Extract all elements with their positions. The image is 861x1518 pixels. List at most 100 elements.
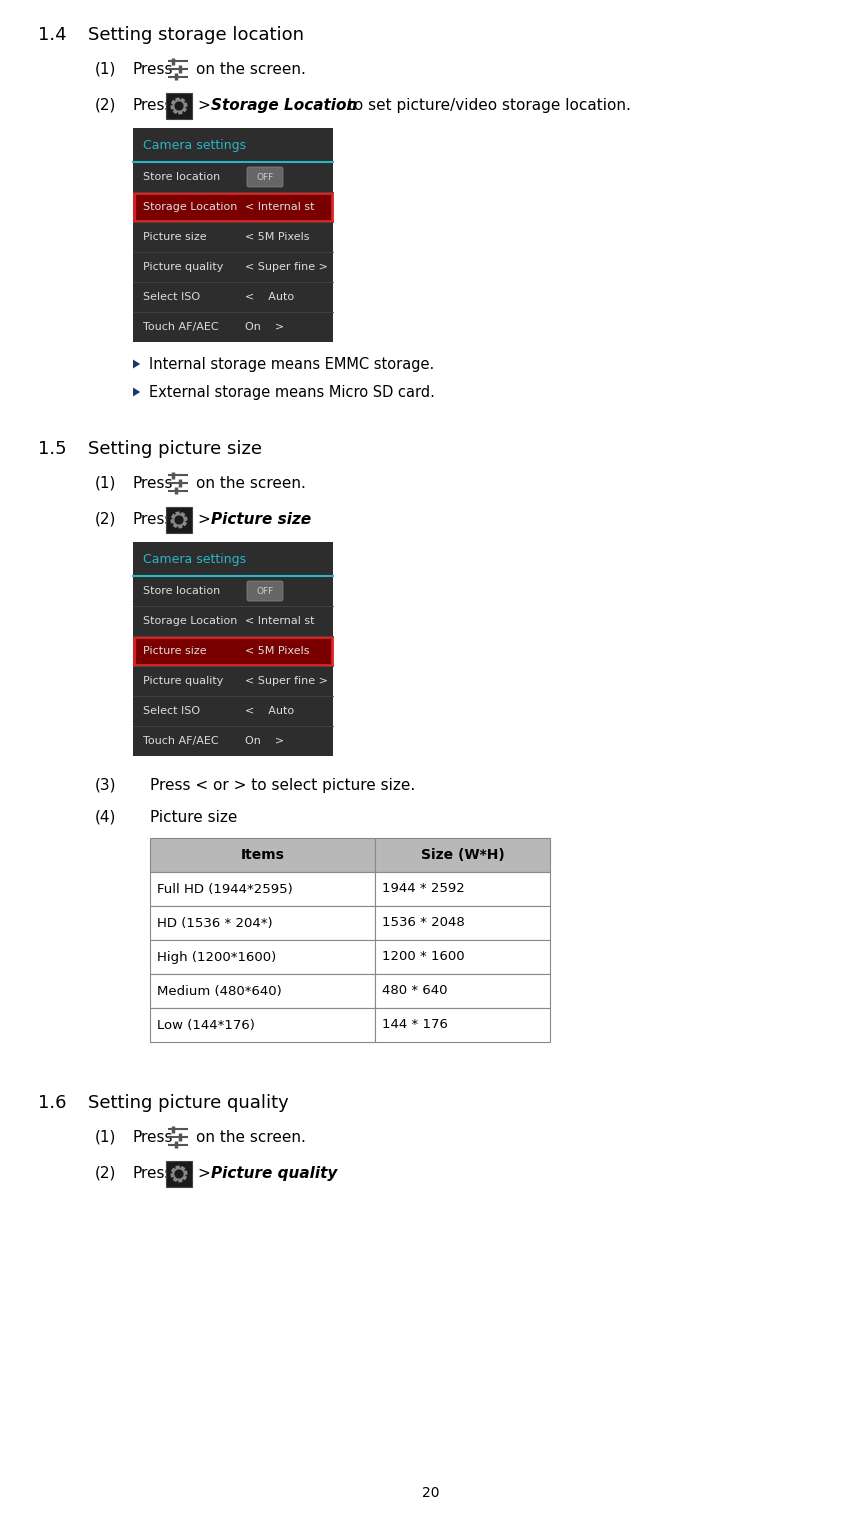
Text: Picture size: Picture size <box>143 647 207 656</box>
Text: (2): (2) <box>95 1166 116 1181</box>
Text: Select ISO: Select ISO <box>143 291 200 302</box>
Text: Items: Items <box>240 849 284 862</box>
Text: >: > <box>197 512 210 527</box>
Polygon shape <box>171 99 187 114</box>
Text: 1.5: 1.5 <box>38 440 66 458</box>
Text: Picture size: Picture size <box>211 512 311 527</box>
Text: < 5M Pixels: < 5M Pixels <box>245 232 309 241</box>
Text: 1.4: 1.4 <box>38 26 66 44</box>
Text: Press: Press <box>133 62 174 77</box>
Bar <box>133 542 333 756</box>
Text: < Super fine >: < Super fine > <box>245 263 328 272</box>
Text: Store location: Store location <box>143 586 220 597</box>
Polygon shape <box>175 102 183 109</box>
Text: Camera settings: Camera settings <box>143 553 246 566</box>
Text: on the screen.: on the screen. <box>196 62 306 77</box>
Text: High (1200*1600): High (1200*1600) <box>157 950 276 964</box>
Text: Press: Press <box>133 1166 174 1181</box>
Bar <box>134 193 332 222</box>
Text: 20: 20 <box>422 1486 439 1500</box>
Bar <box>375 906 550 940</box>
Bar <box>150 871 375 906</box>
Text: Picture quality: Picture quality <box>211 1166 338 1181</box>
Text: 1944 * 2592: 1944 * 2592 <box>382 882 465 896</box>
Bar <box>375 871 550 906</box>
Text: Press: Press <box>133 1129 174 1145</box>
Text: Picture size: Picture size <box>150 811 238 824</box>
Text: (2): (2) <box>95 512 116 527</box>
Text: Touch AF/AEC: Touch AF/AEC <box>143 322 219 332</box>
Text: Storage Location: Storage Location <box>143 616 238 625</box>
Bar <box>166 507 192 533</box>
Text: Setting picture quality: Setting picture quality <box>88 1094 288 1113</box>
Text: Low (144*176): Low (144*176) <box>157 1019 255 1032</box>
Text: On    >: On > <box>245 322 284 332</box>
Text: >: > <box>197 1166 210 1181</box>
Text: <    Auto: < Auto <box>245 706 294 716</box>
Text: Setting picture size: Setting picture size <box>88 440 262 458</box>
Polygon shape <box>175 1170 183 1178</box>
Text: Size (W*H): Size (W*H) <box>421 849 505 862</box>
Bar <box>375 838 550 871</box>
Text: < Internal st: < Internal st <box>245 616 314 625</box>
Bar <box>150 1008 375 1041</box>
Text: Camera settings: Camera settings <box>143 138 246 152</box>
Bar <box>150 975 375 1008</box>
FancyBboxPatch shape <box>247 581 283 601</box>
Text: (3): (3) <box>95 779 116 792</box>
Text: Medium (480*640): Medium (480*640) <box>157 985 282 997</box>
Text: Storage Location: Storage Location <box>211 99 357 112</box>
Text: < Internal st: < Internal st <box>245 202 314 213</box>
Text: Press < or > to select picture size.: Press < or > to select picture size. <box>150 779 415 792</box>
Text: Store location: Store location <box>143 172 220 182</box>
Bar <box>166 93 192 118</box>
Text: 480 * 640: 480 * 640 <box>382 985 448 997</box>
Text: .: . <box>329 1166 334 1181</box>
Polygon shape <box>171 1166 187 1183</box>
Bar <box>133 128 333 342</box>
Bar <box>150 906 375 940</box>
Polygon shape <box>175 516 183 524</box>
Text: Press: Press <box>133 477 174 490</box>
Text: < 5M Pixels: < 5M Pixels <box>245 647 309 656</box>
Polygon shape <box>171 512 187 528</box>
Text: Touch AF/AEC: Touch AF/AEC <box>143 736 219 745</box>
Bar <box>375 940 550 975</box>
Text: Internal storage means EMMC storage.: Internal storage means EMMC storage. <box>149 357 434 372</box>
Text: OFF: OFF <box>257 173 274 182</box>
Text: (1): (1) <box>95 1129 116 1145</box>
Text: on the screen.: on the screen. <box>196 477 306 490</box>
Text: 1536 * 2048: 1536 * 2048 <box>382 917 465 929</box>
Text: to set picture/video storage location.: to set picture/video storage location. <box>343 99 631 112</box>
Text: Select ISO: Select ISO <box>143 706 200 716</box>
Text: < Super fine >: < Super fine > <box>245 676 328 686</box>
Text: Storage Location: Storage Location <box>143 202 238 213</box>
Text: <    Auto: < Auto <box>245 291 294 302</box>
Bar <box>375 975 550 1008</box>
Text: Picture quality: Picture quality <box>143 676 223 686</box>
Text: Picture size: Picture size <box>143 232 207 241</box>
Text: Press: Press <box>133 512 174 527</box>
Bar <box>134 638 332 665</box>
Text: (4): (4) <box>95 811 116 824</box>
Text: Picture quality: Picture quality <box>143 263 223 272</box>
Text: HD (1536 * 204*): HD (1536 * 204*) <box>157 917 273 929</box>
Text: 144 * 176: 144 * 176 <box>382 1019 448 1032</box>
Text: Press: Press <box>133 99 174 112</box>
Text: (2): (2) <box>95 99 116 112</box>
Text: 1200 * 1600: 1200 * 1600 <box>382 950 465 964</box>
Text: .: . <box>299 512 304 527</box>
Polygon shape <box>133 360 140 369</box>
Bar <box>150 940 375 975</box>
Text: Full HD (1944*2595): Full HD (1944*2595) <box>157 882 293 896</box>
Text: On    >: On > <box>245 736 284 745</box>
Bar <box>150 838 375 871</box>
Text: (1): (1) <box>95 62 116 77</box>
Text: on the screen.: on the screen. <box>196 1129 306 1145</box>
Bar <box>166 1161 192 1187</box>
Text: OFF: OFF <box>257 586 274 595</box>
Polygon shape <box>133 387 140 396</box>
Text: Setting storage location: Setting storage location <box>88 26 304 44</box>
Text: (1): (1) <box>95 477 116 490</box>
Text: 1.6: 1.6 <box>38 1094 66 1113</box>
